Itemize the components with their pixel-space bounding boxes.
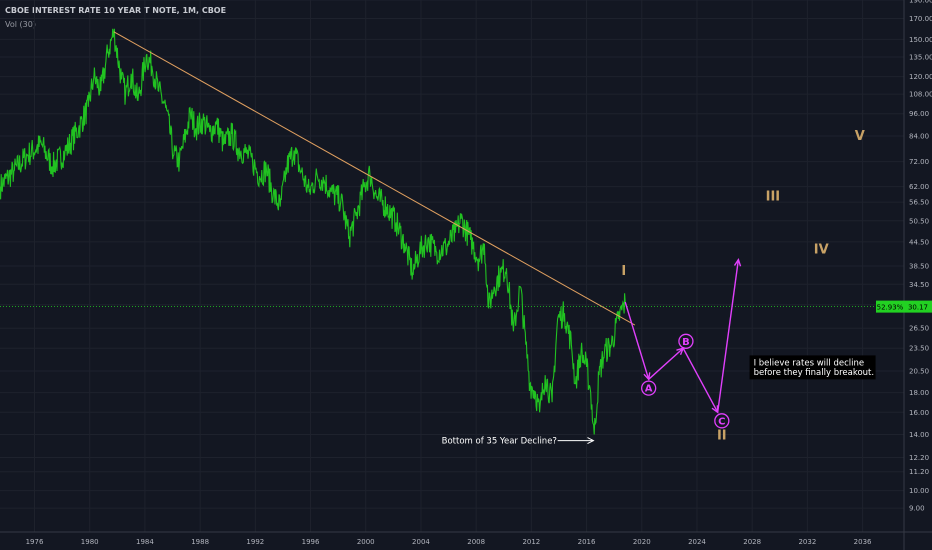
x-tick-label: 1984 (136, 538, 154, 546)
change-badge-label: 52.93% (877, 304, 904, 312)
y-tick-label: 9.00 (909, 505, 925, 513)
y-tick-label: 14.00 (909, 431, 929, 439)
projection-segment (624, 301, 650, 380)
y-tick-label: 135.00 (909, 53, 932, 61)
bottom-annotation: Bottom of 35 Year Decline? (442, 437, 557, 447)
circled-wave-label: A (645, 384, 653, 395)
current-price-label: 30.17 (908, 304, 928, 312)
y-tick-label: 150.00 (909, 36, 932, 44)
x-tick-label: 2032 (798, 538, 816, 546)
y-tick-label: 26.50 (909, 325, 929, 333)
y-tick-label: 62.00 (909, 183, 929, 191)
y-tick-label: 18.00 (909, 389, 929, 397)
y-tick-label: 72.00 (909, 158, 929, 166)
projection-arrowhead (733, 258, 742, 267)
y-tick-label: 20.50 (909, 367, 929, 375)
note-line: before they finally breakout. (754, 368, 875, 378)
y-tick-label: 50.50 (909, 217, 929, 225)
y-tick-label: 44.50 (909, 238, 929, 246)
change-badge (876, 300, 904, 313)
y-tick-label: 120.00 (909, 73, 932, 81)
x-tick-label: 2012 (522, 538, 540, 546)
y-tick-label: 34.50 (909, 281, 929, 289)
x-tick-label: 2000 (357, 538, 375, 546)
projection-segment (716, 259, 740, 413)
current-price-badge (904, 300, 932, 313)
x-tick-label: 1980 (81, 538, 99, 546)
price-axis[interactable]: 190.00 170.00 150.00 135.00 120.00 108.00 96.0… (876, 0, 932, 513)
x-tick-label: 2016 (578, 538, 596, 546)
price-line (0, 28, 626, 435)
projection-segment (648, 347, 684, 380)
y-tick-label: 170.00 (909, 15, 932, 23)
x-tick-label: 1988 (191, 538, 209, 546)
circled-wave-marker (641, 380, 657, 396)
note-line: I believe rates will decline (754, 358, 865, 368)
bottom-annotation-arrowhead (587, 437, 595, 445)
wave-label: V (855, 129, 865, 144)
y-tick-label: 23.50 (909, 345, 929, 353)
projection-segment (682, 347, 719, 413)
x-tick-label: 2008 (467, 538, 485, 546)
y-tick-label: 84.00 (909, 132, 929, 140)
y-tick-label: 190.00 (909, 0, 932, 5)
x-tick-label: 2020 (633, 538, 651, 546)
chart-title: CBOE INTEREST RATE 10 YEAR T NOTE, 1M, C… (5, 6, 227, 15)
price-series (0, 28, 626, 435)
y-tick-label: 11.20 (909, 468, 929, 476)
wave-label: II (717, 428, 727, 443)
y-tick-label: 16.00 (909, 409, 929, 417)
x-tick-label: 2024 (688, 538, 706, 546)
wave-label: I (621, 264, 626, 279)
x-tick-label: 2028 (743, 538, 761, 546)
x-tick-label: 1992 (246, 538, 264, 546)
y-tick-label: 12.20 (909, 454, 929, 462)
x-tick-label: 2036 (854, 538, 872, 546)
wave-label: IV (814, 242, 829, 257)
x-tick-label: 2004 (412, 538, 430, 546)
circled-wave-label: C (718, 416, 725, 427)
circled-wave-marker (714, 413, 730, 429)
x-tick-label: 1976 (26, 538, 44, 546)
note-box (749, 355, 876, 380)
y-tick-label: 96.00 (909, 110, 929, 118)
wave-label: III (766, 190, 781, 205)
y-tick-label: 38.50 (909, 262, 929, 270)
time-axis[interactable]: 1976 1980 1984 1988 1992 1996 2000 2004 2008 2012… (26, 538, 872, 546)
x-tick-label: 1996 (302, 538, 320, 546)
y-tick-label: 56.50 (909, 199, 929, 207)
trendline (113, 31, 636, 326)
y-tick-label: 10.00 (909, 487, 929, 495)
circled-wave-marker (678, 333, 694, 349)
y-tick-label: 108.00 (909, 91, 932, 99)
volume-indicator-label[interactable]: Vol (30) (5, 20, 36, 29)
circled-wave-label: B (682, 337, 690, 348)
